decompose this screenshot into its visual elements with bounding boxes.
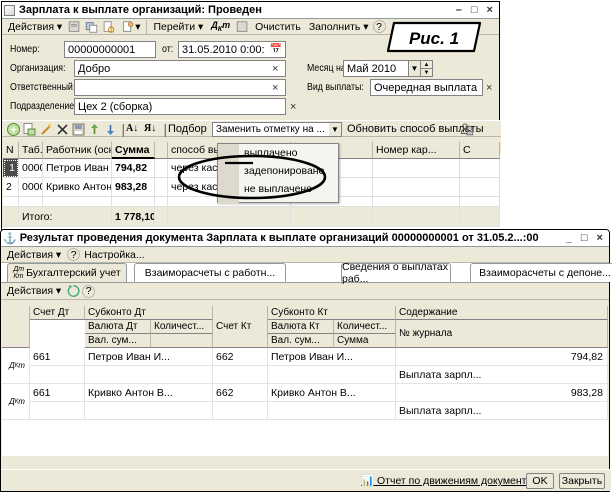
svg-text:Рис. 1: Рис. 1: [409, 29, 459, 48]
